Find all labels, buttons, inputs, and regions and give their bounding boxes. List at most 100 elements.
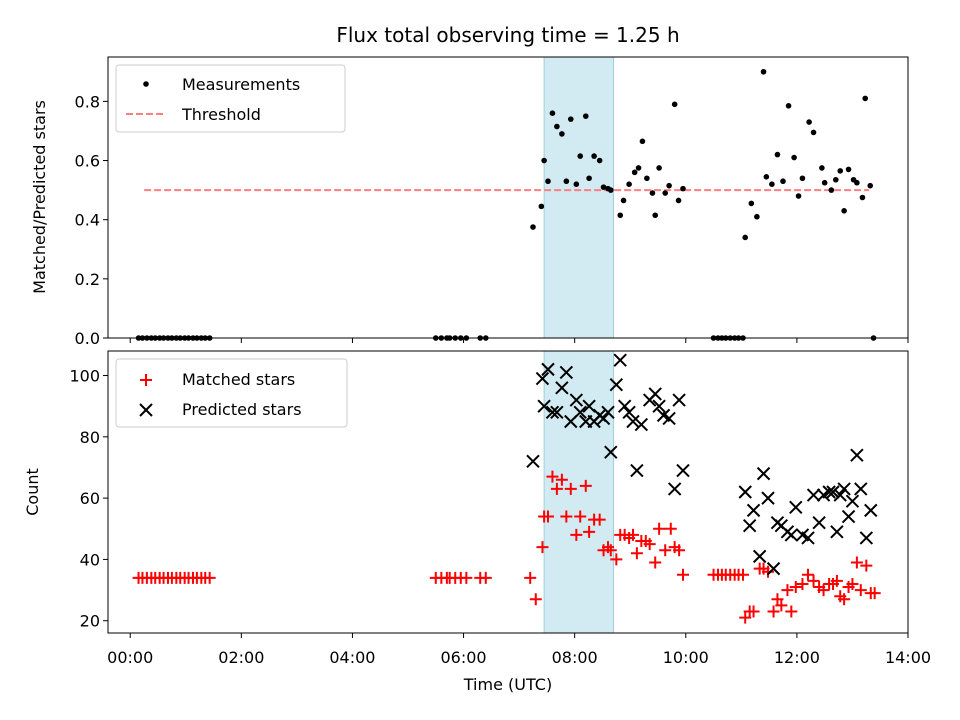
measurement-point: [760, 68, 767, 75]
y-tick-label: 0.2: [75, 270, 100, 289]
matched-star-point: [830, 574, 843, 587]
predicted-star-point: [604, 445, 618, 459]
matched-star-point: [785, 605, 798, 618]
matched-star-point: [659, 544, 672, 557]
counts-marks: [132, 353, 881, 624]
x-tick-label: 12:00: [774, 648, 820, 667]
measurement-point: [748, 200, 755, 207]
legend-matched-label: Matched stars: [182, 370, 295, 389]
x-tick-label: 06:00: [441, 648, 487, 667]
matched-star-point: [677, 568, 689, 581]
measurement-point: [554, 123, 560, 130]
measurement-point: [675, 197, 682, 204]
predicted-star-point: [826, 485, 840, 499]
predicted-star-point: [841, 509, 856, 524]
legend-measurements-marker: [143, 81, 149, 87]
measurement-point: [600, 184, 607, 190]
matched-star-point: [643, 538, 656, 551]
measurement-point: [541, 157, 547, 164]
predicted-star-point: [864, 503, 878, 518]
matched-star-point: [854, 584, 867, 597]
measurement-point: [617, 212, 624, 219]
matched-star-point: [802, 568, 814, 581]
legend-measurements-label: Measurements: [182, 75, 300, 94]
measurement-point: [754, 213, 760, 220]
predicted-star-point: [601, 405, 615, 420]
ratio-x-ticks: [129, 338, 909, 343]
measurement-point: [821, 179, 828, 186]
x-tick-label: 14:00: [885, 648, 931, 667]
counts-y-ticks: 20 40 60 80 100: [69, 367, 108, 631]
measurement-point: [795, 193, 802, 199]
y-tick-label: 0.4: [75, 211, 100, 230]
measurement-point: [607, 187, 614, 193]
measurement-point: [810, 129, 817, 136]
measurement-point: [774, 151, 781, 158]
predicted-star-point: [622, 405, 636, 420]
predicted-star-point: [613, 353, 627, 367]
measurement-point: [644, 175, 650, 182]
matched-star-point: [775, 599, 788, 612]
ratio-marks: [135, 68, 877, 341]
matched-star-point: [771, 593, 784, 606]
measurement-point: [626, 181, 632, 187]
ratio-legend-box: [115, 64, 346, 133]
legend-threshold-label: Threshold: [181, 105, 261, 124]
matched-star-point: [546, 470, 559, 483]
predicted-star-point: [617, 399, 632, 413]
predicted-star-point: [812, 515, 826, 530]
predicted-star-point: [596, 411, 611, 426]
measurement-point: [563, 178, 570, 185]
predicted-star-point: [634, 417, 649, 432]
matched-star-point: [550, 482, 563, 495]
predicted-star-point: [537, 399, 551, 413]
counts-y-axis-label: Count: [23, 468, 42, 516]
chart-title: Flux total observing time = 1.25 h: [336, 23, 679, 47]
matched-star-point: [610, 553, 623, 566]
x-tick-label: 02:00: [218, 648, 264, 667]
measurement-point: [832, 176, 839, 183]
measurement-point: [828, 187, 835, 193]
matched-star-point: [762, 565, 774, 578]
predicted-star-point: [672, 393, 686, 407]
matched-star-point: [479, 571, 492, 584]
predicted-star-point: [662, 411, 676, 426]
matched-star-point: [653, 522, 666, 535]
legend-predicted-label: Predicted stars: [182, 400, 302, 419]
predicted-star-point: [630, 463, 644, 478]
predicted-star-point: [833, 488, 847, 502]
predicted-star-point: [738, 485, 752, 499]
legend-matched-marker: [140, 374, 152, 386]
measurement-point: [649, 190, 656, 196]
matched-star-point: [789, 581, 802, 594]
measurement-point: [559, 131, 565, 137]
predicted-star-point: [559, 365, 574, 380]
matched-star-point: [627, 528, 639, 541]
measurement-point: [652, 212, 659, 219]
matched-star-point: [560, 510, 573, 523]
measurement-point: [867, 182, 874, 189]
matched-star-point: [838, 593, 851, 606]
matched-star-point: [536, 541, 549, 554]
measurement-point: [639, 138, 646, 145]
matched-star-point: [555, 473, 568, 486]
predicted-star-point: [609, 378, 624, 392]
predicted-star-point: [667, 482, 682, 496]
measurement-point: [549, 110, 556, 116]
predicted-star-point: [573, 405, 587, 420]
y-tick-label: 80: [80, 428, 100, 447]
matched-star-point: [524, 571, 537, 584]
measurement-point: [841, 208, 847, 214]
predicted-star-point: [854, 482, 868, 496]
matched-star-point: [807, 574, 820, 587]
measurement-point: [837, 168, 844, 174]
matched-star-point: [593, 513, 606, 526]
predicted-star-point: [806, 488, 821, 502]
matched-star-point: [604, 544, 617, 557]
matched-star-point: [203, 571, 216, 584]
measurement-point: [545, 178, 551, 185]
predicted-star-point: [837, 482, 851, 496]
matched-star-point: [564, 482, 577, 495]
predicted-star-point: [676, 463, 690, 478]
